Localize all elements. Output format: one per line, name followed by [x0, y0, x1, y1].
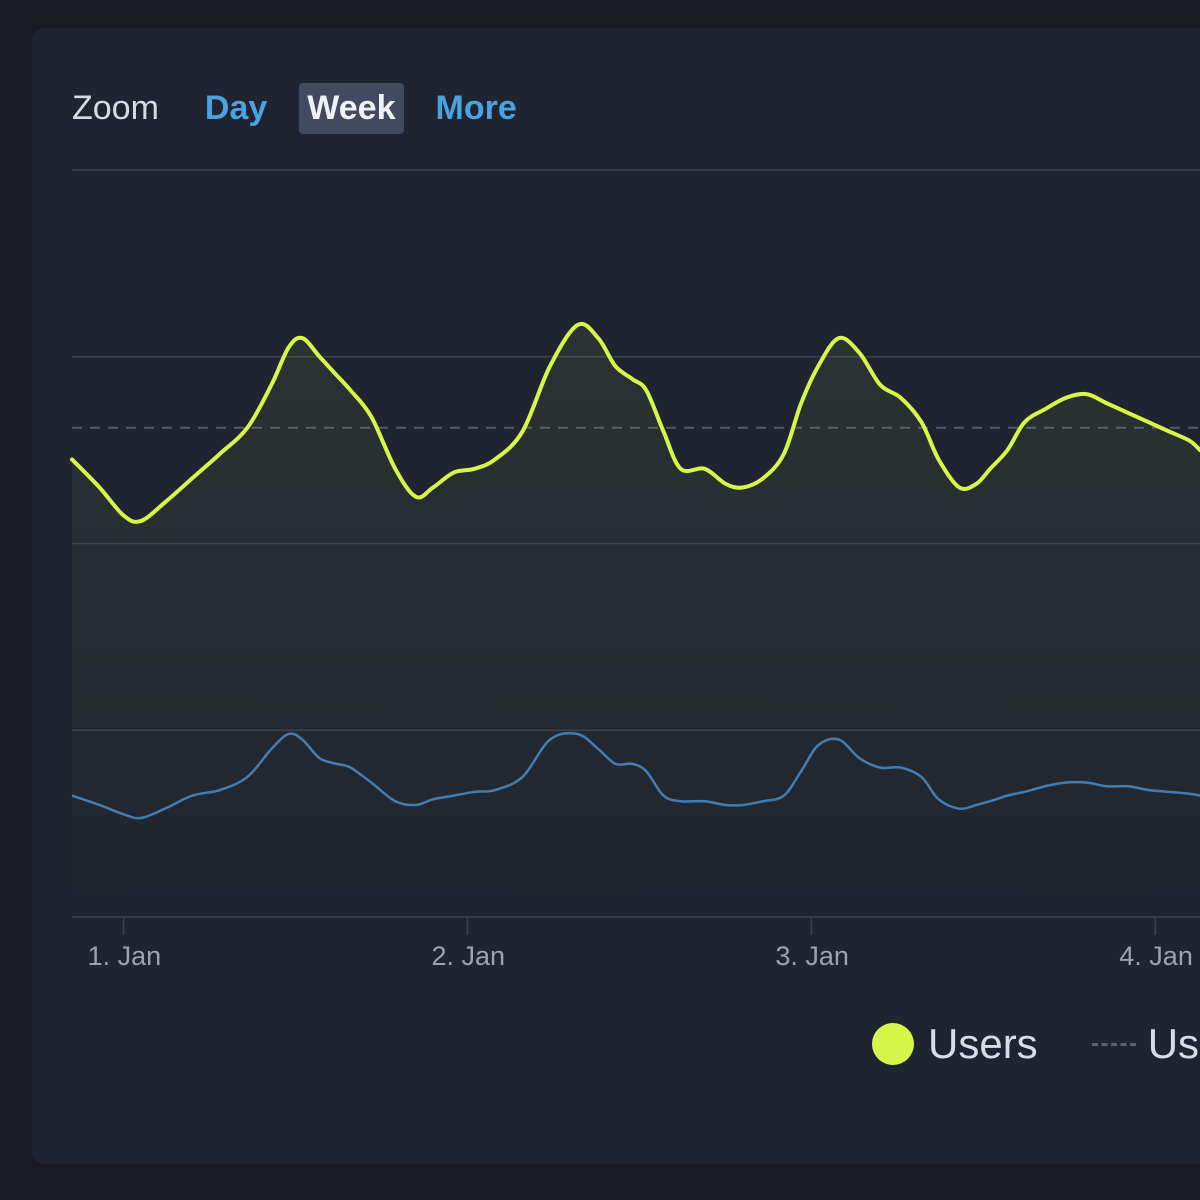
x-tick-label-1: 2. Jan	[431, 941, 505, 971]
zoom-day-button[interactable]: Day	[204, 88, 268, 127]
legend-second-label[interactable]: Us	[1147, 1020, 1200, 1067]
zoom-label: Zoom	[72, 88, 159, 127]
chart-legend: Users Us	[872, 1020, 1199, 1068]
chart-panel: 1. Jan 2. Jan 3. Jan 4. Jan Zoom Day Week M…	[32, 28, 1200, 1164]
x-tick-label-0: 1. Jan	[88, 941, 162, 971]
zoom-week-button[interactable]: Week	[299, 82, 404, 134]
legend-dashed-marker[interactable]	[1091, 1042, 1136, 1046]
legend-users-label[interactable]: Users	[928, 1020, 1038, 1067]
zoom-selector: Zoom Day Week More	[72, 80, 549, 136]
legend-users-marker[interactable]	[872, 1023, 914, 1065]
zoom-more-button[interactable]: More	[435, 88, 517, 127]
series-layer	[70, 321, 1200, 918]
series-line-users	[70, 321, 1200, 524]
series-area-users	[72, 323, 1200, 918]
x-axis: 1. Jan 2. Jan 3. Jan 4. Jan	[88, 917, 1193, 971]
x-tick-label-2: 3. Jan	[775, 941, 849, 971]
x-tick-label-3: 4. Jan	[1119, 941, 1193, 971]
line-chart: 1. Jan 2. Jan 3. Jan 4. Jan	[70, 169, 1200, 971]
